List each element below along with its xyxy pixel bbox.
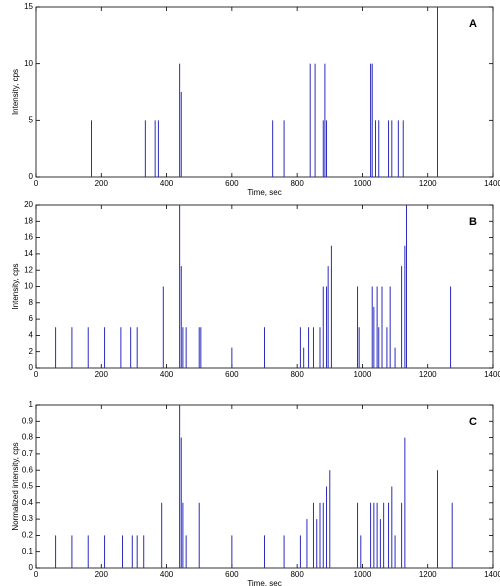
x-tick-label: 600 (225, 179, 239, 188)
y-axis-label: Normalized intensity, cps (11, 442, 20, 530)
panel-label: A (469, 18, 477, 30)
y-axis-label: Intensity, cps (11, 263, 20, 309)
panel-label: C (469, 416, 477, 428)
x-tick-label: 600 (225, 370, 239, 379)
x-tick-label: 0 (34, 179, 39, 188)
x-axis-label: Time, sec (247, 188, 281, 197)
x-tick-label: 200 (95, 370, 109, 379)
y-tick-label: 0 (29, 172, 34, 181)
y-tick-label: 16 (24, 233, 33, 242)
y-tick-label: 8 (29, 298, 34, 307)
y-tick-label: 12 (24, 265, 33, 274)
y-tick-label: 0.8 (22, 433, 34, 442)
y-tick-label: 0.9 (22, 416, 34, 425)
x-tick-label: 1200 (419, 370, 437, 379)
x-tick-label: 1400 (484, 179, 500, 188)
x-tick-label: 1200 (419, 179, 437, 188)
plot-frame (35, 6, 494, 178)
x-tick-label: 1000 (354, 179, 372, 188)
y-tick-label: 0.2 (22, 531, 34, 540)
x-tick-label: 400 (160, 370, 174, 379)
y-tick-label: 18 (24, 216, 33, 225)
y-tick-label: 0.6 (22, 465, 34, 474)
panel-label: B (469, 216, 477, 228)
x-tick-label: 0 (34, 570, 39, 579)
y-tick-label: 10 (24, 59, 33, 68)
x-tick-label: 400 (160, 179, 174, 188)
y-tick-label: 20 (24, 200, 33, 209)
x-axis-label: Time, sec (247, 579, 281, 586)
x-tick-label: 1400 (484, 370, 500, 379)
y-tick-label: 0.1 (22, 547, 34, 556)
y-tick-label: 0.5 (22, 482, 34, 491)
y-tick-label: 0 (29, 563, 34, 572)
x-tick-label: 1400 (484, 570, 500, 579)
x-tick-label: 1200 (419, 570, 437, 579)
y-tick-label: 5 (29, 115, 34, 124)
y-tick-label: 14 (24, 249, 33, 258)
x-tick-label: 800 (290, 570, 304, 579)
y-tick-label: 0.7 (22, 449, 34, 458)
y-tick-label: 4 (29, 331, 34, 340)
x-tick-label: 200 (95, 179, 109, 188)
y-tick-label: 0.3 (22, 514, 34, 523)
y-tick-label: 10 (24, 282, 33, 291)
x-tick-label: 400 (160, 570, 174, 579)
x-tick-label: 200 (95, 570, 109, 579)
x-tick-label: 800 (290, 370, 304, 379)
y-tick-label: 1 (29, 400, 34, 409)
y-tick-label: 0.4 (22, 498, 34, 507)
y-tick-label: 6 (29, 314, 34, 323)
y-axis-label: Intensity, cps (11, 69, 20, 115)
x-tick-label: 1000 (354, 370, 372, 379)
x-tick-label: 0 (34, 370, 39, 379)
x-tick-label: 600 (225, 570, 239, 579)
x-tick-label: 800 (290, 179, 304, 188)
y-tick-label: 0 (29, 363, 34, 372)
y-tick-label: 2 (29, 347, 34, 356)
x-tick-label: 1000 (354, 570, 372, 579)
y-tick-label: 15 (24, 2, 33, 11)
